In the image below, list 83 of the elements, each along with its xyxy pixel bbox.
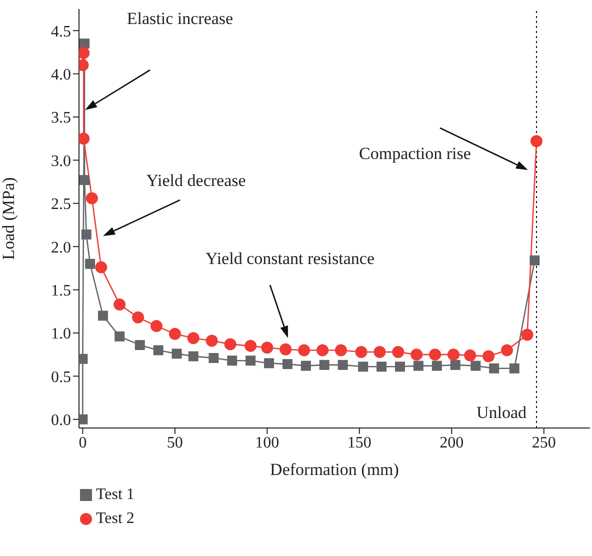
x-tick-label: 50	[166, 434, 183, 452]
y-tick-label: 1.5	[51, 282, 71, 300]
point	[206, 334, 218, 347]
point	[86, 192, 98, 204]
point	[98, 310, 108, 321]
point	[376, 362, 387, 372]
annotation: Yield decrease	[146, 170, 246, 190]
x-tick-label: 150	[347, 434, 372, 452]
point	[521, 328, 534, 341]
point	[319, 360, 330, 370]
point	[334, 344, 347, 356]
y-tick-label: 4.0	[51, 66, 71, 84]
point	[81, 229, 92, 240]
point	[264, 358, 274, 368]
point	[355, 346, 368, 358]
point	[261, 342, 274, 354]
legend-label: Test 1	[96, 486, 134, 503]
point	[80, 38, 90, 49]
x-tick-label: 200	[440, 434, 464, 452]
point	[132, 311, 144, 324]
point	[530, 255, 540, 266]
point	[410, 348, 423, 361]
point	[134, 340, 145, 350]
point	[464, 349, 476, 362]
point	[470, 360, 481, 371]
point	[394, 362, 405, 372]
point	[447, 348, 460, 361]
point	[187, 332, 200, 344]
annotation: Compaction rise	[359, 144, 471, 163]
ref-line-label: Unload	[476, 403, 527, 422]
point	[282, 359, 292, 370]
point	[188, 351, 198, 362]
point	[500, 344, 513, 356]
x-tick-label: 0	[78, 434, 87, 452]
point	[79, 47, 90, 60]
point	[482, 350, 495, 362]
point	[509, 363, 520, 374]
point	[168, 328, 181, 340]
x-tick-label: 100	[255, 434, 280, 452]
point	[429, 348, 442, 361]
point	[450, 360, 460, 370]
point	[79, 354, 88, 364]
point	[114, 298, 126, 310]
point	[153, 345, 164, 356]
point	[85, 258, 96, 269]
point	[392, 346, 404, 358]
point	[244, 340, 257, 352]
x-axis-title: Deformation (mm)	[270, 460, 399, 479]
point	[300, 360, 311, 371]
y-tick-label: 3.0	[51, 152, 71, 170]
point	[432, 360, 442, 371]
x-tick-label: 250	[532, 434, 556, 452]
point	[374, 346, 386, 358]
point	[280, 343, 292, 356]
point	[316, 344, 329, 356]
point	[358, 362, 368, 372]
legend-label: Test 2	[96, 510, 134, 527]
y-tick-label: 2.5	[51, 196, 71, 214]
point	[150, 320, 162, 332]
point	[413, 360, 424, 371]
y-tick-label: 0.0	[51, 412, 71, 430]
y-tick-label: 1.0	[51, 326, 71, 343]
annotation: Yield constant resistance	[205, 248, 375, 268]
y-axis-title: Load (MPa)	[0, 177, 18, 260]
y-tick-label: 4.5	[51, 23, 71, 40]
point	[298, 344, 310, 356]
point	[95, 261, 108, 274]
y-tick-label: 2.0	[51, 239, 71, 256]
point	[79, 414, 88, 424]
point	[530, 135, 542, 148]
point	[227, 356, 238, 366]
point	[79, 132, 90, 145]
point	[338, 360, 348, 370]
point	[172, 348, 182, 359]
point	[224, 338, 236, 350]
y-tick-label: 3.5	[51, 110, 71, 127]
point	[114, 331, 125, 342]
annotation: Elastic increase	[126, 8, 234, 28]
point	[80, 175, 90, 186]
y-tick-label: 0.5	[51, 368, 71, 386]
point	[246, 356, 256, 366]
point	[208, 353, 219, 364]
point	[489, 363, 500, 374]
